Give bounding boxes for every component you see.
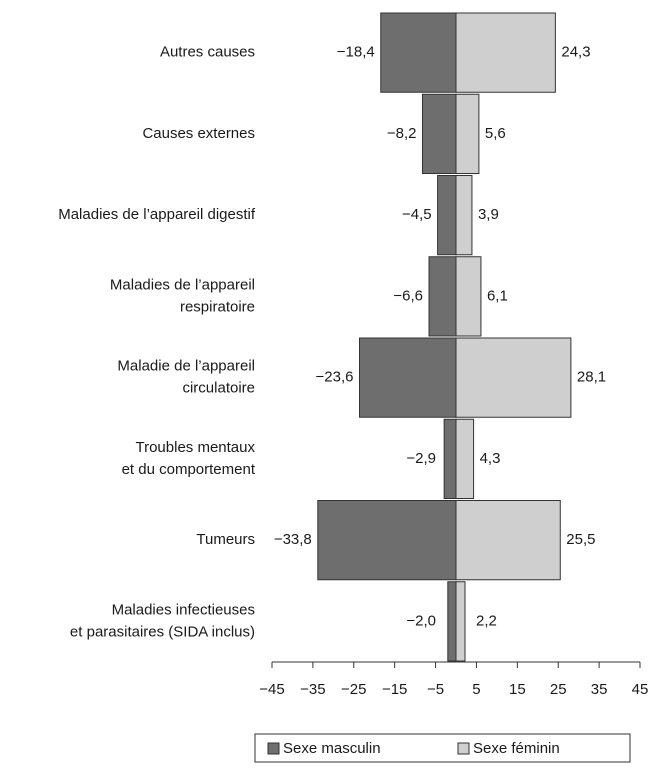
value-label: 3,9 xyxy=(478,206,499,223)
value-label: 28,1 xyxy=(577,369,606,386)
x-tick-label: −35 xyxy=(300,681,325,698)
x-tick-label: −45 xyxy=(259,681,284,698)
category-label: Autres causes xyxy=(160,44,255,61)
value-label: −2,9 xyxy=(406,450,436,467)
category-label: Maladies de l’appareil respiratoire xyxy=(110,276,255,315)
value-label: 2,2 xyxy=(476,612,497,629)
bar xyxy=(455,337,572,418)
value-label: −23,6 xyxy=(316,369,354,386)
bar xyxy=(455,93,480,174)
x-tick-label: 35 xyxy=(591,681,608,698)
category-label: Maladies infectieuses et parasitaires (SI… xyxy=(70,601,255,640)
value-label: 6,1 xyxy=(487,287,508,304)
bar xyxy=(455,500,561,581)
x-tick-label: 45 xyxy=(632,681,649,698)
x-tick-label: −5 xyxy=(427,681,444,698)
bar xyxy=(455,175,473,256)
bar xyxy=(428,256,457,337)
category-label: Causes externes xyxy=(142,125,255,142)
value-label: −18,4 xyxy=(337,44,375,61)
bar xyxy=(455,581,466,662)
bar xyxy=(359,337,457,418)
legend-label: Sexe masculin xyxy=(283,740,381,757)
legend-box xyxy=(254,733,631,763)
value-label: 24,3 xyxy=(561,44,590,61)
value-label: 5,6 xyxy=(485,125,506,142)
category-label: Troubles mentaux et du comportement xyxy=(122,439,256,478)
category-label: Maladie de l’appareil circulatoire xyxy=(117,358,255,397)
x-tick-label: 25 xyxy=(550,681,567,698)
value-label: −2,0 xyxy=(406,612,436,629)
x-tick-label: 15 xyxy=(509,681,526,698)
legend-label: Sexe féminin xyxy=(473,740,560,757)
bar xyxy=(421,93,457,174)
bar xyxy=(317,500,457,581)
bar xyxy=(455,418,475,499)
x-tick-label: −25 xyxy=(341,681,366,698)
x-tick-label: 5 xyxy=(472,681,480,698)
bar xyxy=(455,12,556,93)
value-label: −33,8 xyxy=(274,531,312,548)
value-label: −8,2 xyxy=(387,125,417,142)
category-label: Tumeurs xyxy=(196,531,255,548)
legend-swatch xyxy=(267,742,280,755)
bar xyxy=(380,12,457,93)
bar xyxy=(443,418,457,499)
legend-swatch xyxy=(457,742,470,755)
bar xyxy=(455,256,482,337)
value-label: −4,5 xyxy=(402,206,432,223)
bar xyxy=(447,581,457,662)
value-label: 4,3 xyxy=(480,450,501,467)
value-label: −6,6 xyxy=(393,287,423,304)
category-label: Maladies de l’appareil digestif xyxy=(58,206,256,223)
x-tick-label: −15 xyxy=(382,681,407,698)
value-label: 25,5 xyxy=(566,531,595,548)
bar xyxy=(437,175,457,256)
